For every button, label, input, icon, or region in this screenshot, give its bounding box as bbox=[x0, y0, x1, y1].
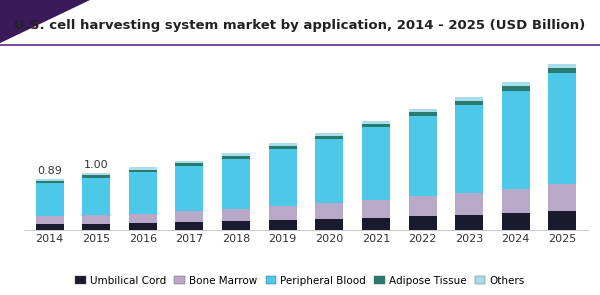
Bar bbox=[548, 63, 577, 68]
Bar bbox=[129, 223, 157, 230]
Bar bbox=[175, 163, 203, 166]
Bar bbox=[409, 112, 437, 116]
Bar bbox=[362, 121, 390, 124]
Bar bbox=[269, 220, 296, 230]
Bar bbox=[409, 109, 437, 112]
Legend: Umbilical Cord, Bone Marrow, Peripheral Blood, Adipose Tissue, Others: Umbilical Cord, Bone Marrow, Peripheral … bbox=[71, 271, 529, 290]
Bar bbox=[222, 159, 250, 209]
Text: 0.89: 0.89 bbox=[37, 166, 62, 176]
Bar bbox=[455, 97, 483, 101]
Bar bbox=[82, 224, 110, 230]
Bar bbox=[502, 189, 530, 213]
Bar bbox=[175, 211, 203, 222]
Polygon shape bbox=[0, 0, 90, 43]
Bar bbox=[316, 203, 343, 219]
Bar bbox=[269, 146, 296, 149]
Bar bbox=[269, 206, 296, 220]
Bar bbox=[548, 73, 577, 184]
Bar bbox=[316, 136, 343, 140]
Bar bbox=[455, 101, 483, 105]
Bar bbox=[35, 217, 64, 224]
Bar bbox=[548, 184, 577, 211]
Text: 1.00: 1.00 bbox=[84, 160, 109, 170]
Bar bbox=[316, 133, 343, 136]
Bar bbox=[502, 86, 530, 91]
Bar bbox=[455, 215, 483, 230]
Bar bbox=[502, 213, 530, 230]
Bar bbox=[82, 215, 110, 224]
Bar bbox=[502, 82, 530, 86]
Bar bbox=[362, 217, 390, 230]
Bar bbox=[35, 183, 64, 217]
Bar bbox=[35, 181, 64, 183]
Bar bbox=[316, 140, 343, 203]
Bar bbox=[129, 167, 157, 170]
Bar bbox=[175, 166, 203, 211]
Bar bbox=[269, 143, 296, 146]
Bar bbox=[129, 173, 157, 214]
Bar bbox=[82, 175, 110, 178]
Bar bbox=[362, 127, 390, 200]
Bar bbox=[548, 68, 577, 73]
Bar bbox=[222, 153, 250, 156]
Bar bbox=[269, 149, 296, 206]
Text: U.S. cell harvesting system market by application, 2014 - 2025 (USD Billion): U.S. cell harvesting system market by ap… bbox=[14, 19, 586, 32]
Bar bbox=[502, 91, 530, 189]
Bar bbox=[316, 219, 343, 230]
Bar bbox=[409, 196, 437, 216]
Bar bbox=[455, 193, 483, 215]
Bar bbox=[548, 211, 577, 230]
Bar bbox=[222, 209, 250, 221]
Bar bbox=[175, 160, 203, 163]
Bar bbox=[222, 156, 250, 159]
Bar bbox=[222, 221, 250, 230]
Bar bbox=[82, 178, 110, 215]
Bar bbox=[35, 224, 64, 230]
Bar bbox=[175, 222, 203, 230]
Bar bbox=[409, 116, 437, 196]
Bar bbox=[455, 105, 483, 193]
Bar bbox=[129, 170, 157, 173]
Bar bbox=[362, 124, 390, 127]
Bar bbox=[409, 216, 437, 230]
Bar bbox=[129, 214, 157, 223]
Bar bbox=[82, 173, 110, 175]
Bar bbox=[362, 200, 390, 217]
Bar bbox=[35, 179, 64, 181]
